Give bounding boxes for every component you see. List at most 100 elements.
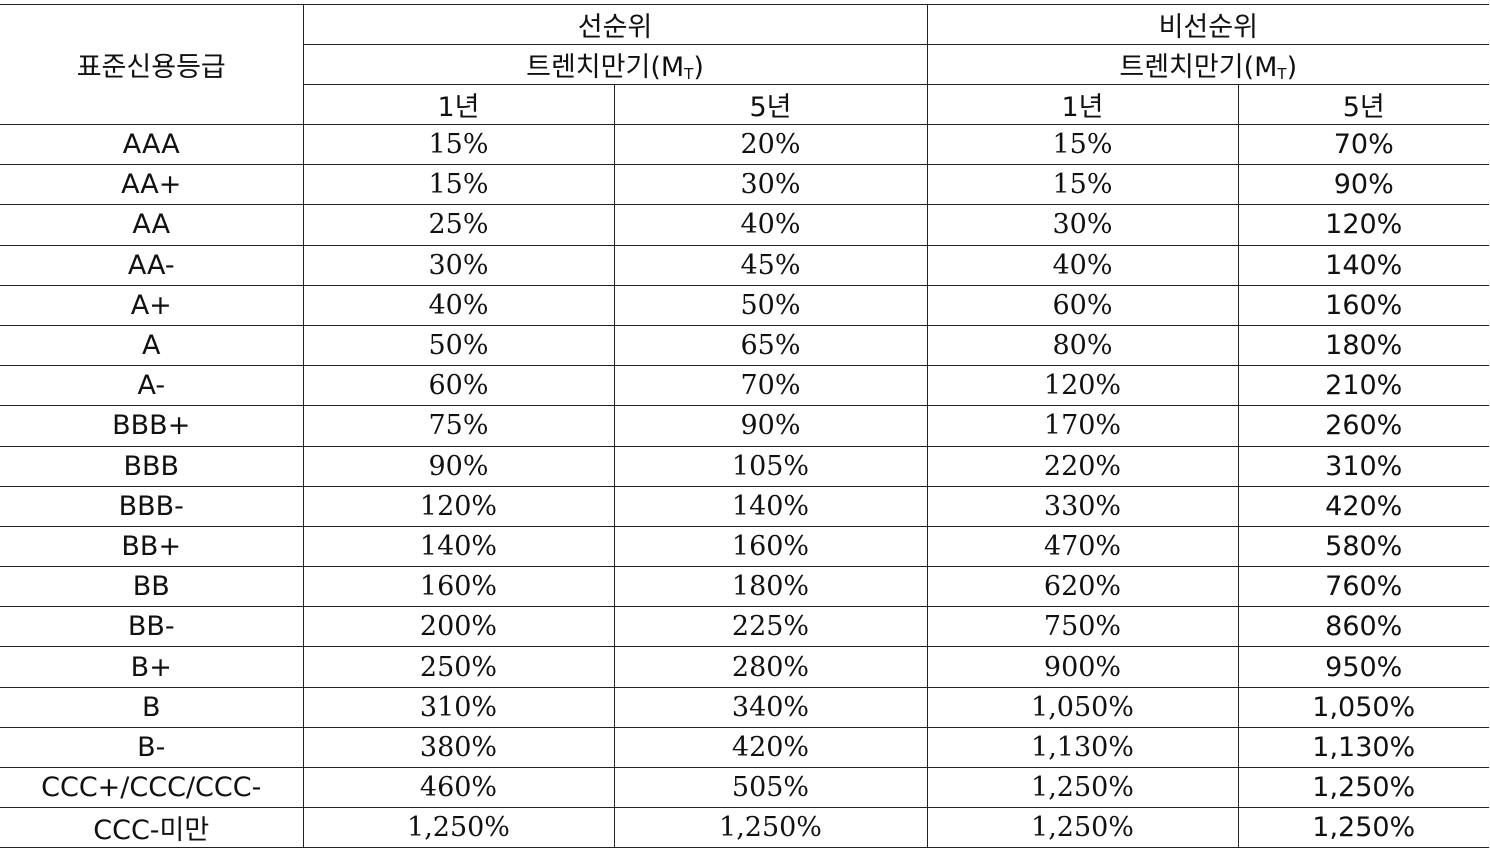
non-senior-1y-cell: 220% (926, 445, 1239, 487)
rating-cell: CCC-미만 (0, 807, 304, 849)
senior-1y-cell: 1,250% (302, 807, 615, 849)
non-senior-5y-cell: 70% (1237, 123, 1489, 166)
header-row-years: 1년 5년 1년 5년 (0, 84, 1489, 125)
non-senior-1y-cell: 170% (926, 405, 1239, 447)
non-senior-1y-cell: 1,250% (926, 766, 1239, 809)
senior-5y-cell: 105% (613, 445, 928, 487)
rating-cell: AA (0, 204, 304, 246)
table-row: A- 60% 70% 120% 210% (0, 365, 1489, 407)
senior-5y-cell: 70% (613, 365, 928, 407)
senior-1y-cell: 380% (302, 726, 615, 769)
maturity-subscript: T (684, 65, 694, 83)
table-row: BBB- 120% 140% 330% 420% (0, 485, 1489, 527)
non-senior-5y-cell: 950% (1237, 646, 1489, 688)
senior-1y-cell: 25% (302, 204, 615, 246)
table-row: B 310% 340% 1,050% 1,050% (0, 686, 1489, 728)
senior-1y-cell: 200% (302, 606, 615, 648)
non-senior-5y-cell: 160% (1237, 284, 1489, 326)
rating-cell: B- (0, 726, 304, 769)
senior-5y-cell: 65% (613, 324, 928, 367)
non-senior-1y-cell: 900% (926, 646, 1239, 688)
maturity-label: 트렌치만기(M (526, 52, 685, 83)
rating-column-header: 표준신용등급 (0, 4, 304, 125)
table-row: B- 380% 420% 1,130% 1,130% (0, 726, 1489, 769)
rating-cell: A- (0, 365, 304, 407)
non-senior-5y-cell: 90% (1237, 164, 1489, 206)
table-row: BBB 90% 105% 220% 310% (0, 445, 1489, 487)
non-senior-1y-cell: 15% (926, 164, 1239, 206)
senior-5y-cell: 225% (613, 606, 928, 648)
rating-cell: A+ (0, 284, 304, 326)
non-senior-5y-cell: 580% (1237, 525, 1489, 568)
non-senior-5y-cell: 180% (1237, 324, 1489, 367)
table-row: A 50% 65% 80% 180% (0, 324, 1489, 367)
header-row-maturity: 트렌치만기(MT) 트렌치만기(MT) (0, 44, 1489, 85)
rating-cell: BB+ (0, 525, 304, 568)
senior-5y-cell: 40% (613, 204, 928, 246)
rating-cell: AA+ (0, 164, 304, 206)
non-senior-1y-cell: 620% (926, 566, 1239, 608)
table-row: A+ 40% 50% 60% 160% (0, 284, 1489, 326)
table-row: BB 160% 180% 620% 760% (0, 566, 1489, 608)
senior-1y-cell: 75% (302, 405, 615, 447)
non-senior-1y-cell: 40% (926, 244, 1239, 286)
non-senior-5y-cell: 760% (1237, 566, 1489, 608)
table-row: BB- 200% 225% 750% 860% (0, 606, 1489, 648)
non-senior-5y-cell: 210% (1237, 365, 1489, 407)
senior-5y-cell: 505% (613, 766, 928, 809)
rating-cell: BBB- (0, 485, 304, 527)
non-senior-5y-cell: 1,130% (1237, 726, 1489, 769)
senior-5y-cell: 280% (613, 646, 928, 688)
table-row: AAA 15% 20% 15% 70% (0, 123, 1489, 166)
rating-cell: AA- (0, 244, 304, 286)
non-senior-1y-cell: 15% (926, 123, 1239, 166)
senior-1y-cell: 310% (302, 686, 615, 728)
rating-cell: BBB (0, 445, 304, 487)
non-senior-1y-cell: 1,250% (926, 807, 1239, 849)
table-row: CCC-미만 1,250% 1,250% 1,250% 1,250% (0, 807, 1489, 849)
non-senior-group-header: 비선순위 (926, 4, 1489, 45)
non-senior-1y-cell: 1,130% (926, 726, 1239, 769)
senior-group-header: 선순위 (302, 4, 928, 45)
non-senior-5y-cell: 420% (1237, 485, 1489, 527)
senior-1y-cell: 90% (302, 445, 615, 487)
non-senior-1y-cell: 750% (926, 606, 1239, 648)
non-senior-5y-cell: 860% (1237, 606, 1489, 648)
senior-5y-cell: 50% (613, 284, 928, 326)
senior-5y-cell: 340% (613, 686, 928, 728)
senior-1y-cell: 160% (302, 566, 615, 608)
risk-weight-table: 표준신용등급 선순위 비선순위 트렌치만기(MT) 트렌치만기(MT) 1년 5… (0, 4, 1489, 849)
maturity-close: ) (693, 52, 704, 83)
table-row: AA- 30% 45% 40% 140% (0, 244, 1489, 286)
non-senior-5y-header: 5년 (1237, 84, 1489, 125)
rating-cell: BBB+ (0, 405, 304, 447)
rating-cell: BB (0, 566, 304, 608)
senior-5y-cell: 180% (613, 566, 928, 608)
non-senior-5y-cell: 1,250% (1237, 766, 1489, 809)
senior-5y-header: 5년 (613, 84, 928, 125)
rating-cell: AAA (0, 123, 304, 166)
table-row: AA 25% 40% 30% 120% (0, 204, 1489, 246)
rating-cell: A (0, 324, 304, 367)
non-senior-5y-cell: 310% (1237, 445, 1489, 487)
non-senior-maturity-header: 트렌치만기(MT) (926, 44, 1489, 85)
senior-1y-cell: 250% (302, 646, 615, 688)
table-row: BB+ 140% 160% 470% 580% (0, 525, 1489, 568)
table-row: B+ 250% 280% 900% 950% (0, 646, 1489, 688)
senior-1y-cell: 60% (302, 365, 615, 407)
senior-5y-cell: 140% (613, 485, 928, 527)
senior-1y-cell: 40% (302, 284, 615, 326)
maturity-subscript: T (1277, 65, 1287, 83)
senior-5y-cell: 1,250% (613, 807, 928, 849)
table-row: AA+ 15% 30% 15% 90% (0, 164, 1489, 206)
rating-cell: B (0, 686, 304, 728)
senior-5y-cell: 20% (613, 123, 928, 166)
senior-1y-cell: 30% (302, 244, 615, 286)
rating-cell: B+ (0, 646, 304, 688)
non-senior-5y-cell: 1,250% (1237, 807, 1489, 849)
rating-cell: BB- (0, 606, 304, 648)
non-senior-5y-cell: 1,050% (1237, 686, 1489, 728)
senior-1y-cell: 460% (302, 766, 615, 809)
table-body: AAA 15% 20% 15% 70% AA+ 15% 30% 15% 90% AA 25% 40% 30… (0, 123, 1489, 849)
senior-5y-cell: 160% (613, 525, 928, 568)
